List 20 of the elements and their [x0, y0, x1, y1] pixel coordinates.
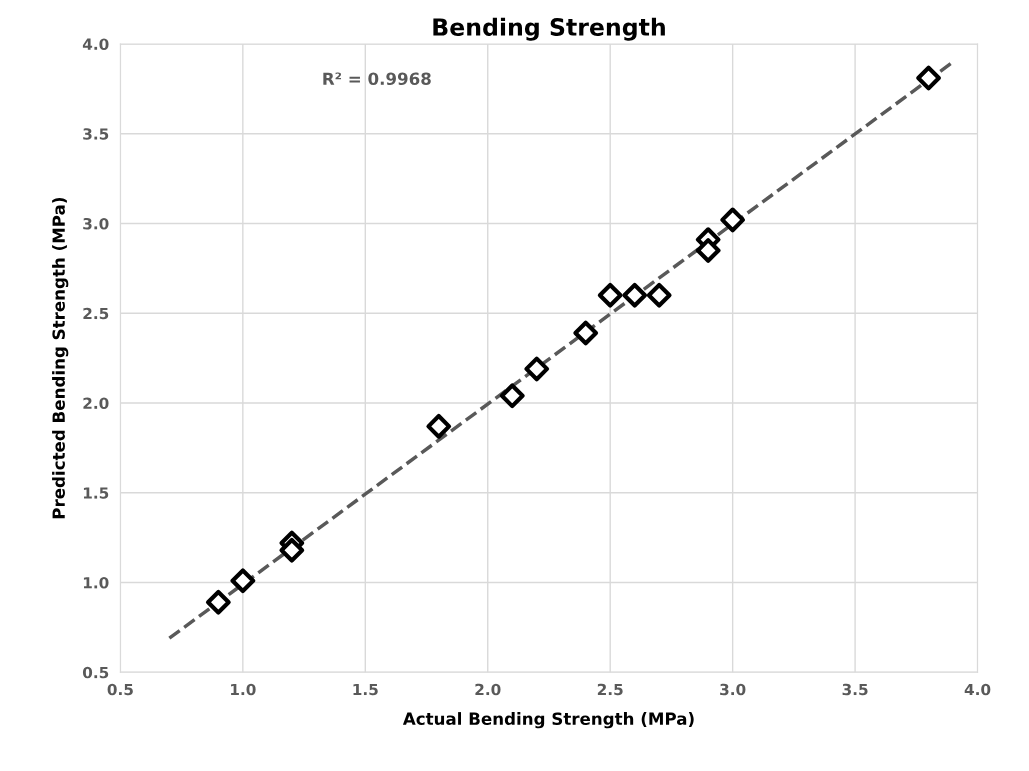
x-tick-label: 1.0 [231, 683, 256, 696]
x-tick-label: 4.0 [964, 683, 991, 696]
x-tick-label: 3.0 [720, 683, 746, 696]
y-tick-label: 4.0 [82, 38, 109, 50]
y-tick-label: 3.0 [83, 217, 109, 230]
y-tick-label: 1.5 [83, 487, 109, 499]
x-tick-label: 3.5 [842, 683, 868, 696]
y-axis-title: Predicted Bending Strength (MPa) [52, 197, 69, 519]
y-tick-label: 1.0 [83, 577, 109, 589]
x-tick-label: 0.5 [107, 683, 133, 696]
y-tick-label: 0.5 [82, 666, 109, 679]
y-tick-label: 3.5 [83, 128, 109, 140]
y-tick-label: 2.0 [83, 397, 109, 410]
chart-title: Bending Strength [433, 17, 665, 41]
y-tick-label: 2.5 [83, 307, 109, 320]
x-tick-label: 2.5 [597, 683, 623, 696]
x-tick-label: 2.0 [475, 683, 501, 696]
annotation: R² = 0.9968 [323, 72, 431, 86]
x-tick-label: 1.5 [353, 683, 378, 696]
x-axis-title: Actual Bending Strength (MPa) [402, 712, 694, 729]
